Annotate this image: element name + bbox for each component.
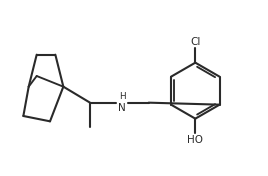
Text: Cl: Cl	[190, 37, 200, 47]
Text: H: H	[119, 92, 125, 101]
Text: HO: HO	[187, 135, 203, 145]
Text: N: N	[118, 103, 126, 113]
